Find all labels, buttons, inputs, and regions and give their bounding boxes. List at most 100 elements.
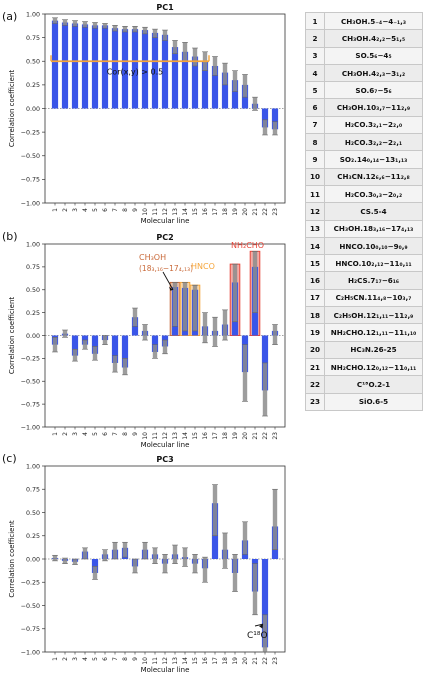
line-label: HC₃N.26-25 — [324, 340, 423, 359]
line-label: C₂H₅OH.12₁,₁₁−11₂,₉ — [324, 306, 423, 325]
y-axis-label: Correlation coefficient — [8, 70, 16, 148]
line-number: 18 — [305, 306, 325, 325]
table-row: 17 C₂H₅CN.11₄,₈−10₃,₇ — [305, 288, 423, 308]
annotation-c18o: C¹⁸O — [247, 631, 268, 641]
table-row: 19 NH₂CHO.12₁,₁₁−11₁,₁₀ — [305, 323, 423, 342]
panel-label: (b) — [2, 230, 18, 243]
x-tick-label: 8 — [122, 657, 129, 661]
line-number: 10 — [305, 167, 325, 186]
x-tick-label: 22 — [262, 432, 269, 440]
x-tick-label: 12 — [162, 208, 169, 216]
y-tick-label: −0.50 — [21, 153, 40, 160]
y-tick-label: 0.25 — [26, 310, 40, 317]
threshold-annotation: Cor(x,y) > 0.5 — [107, 67, 164, 76]
x-tick-label: 3 — [72, 657, 79, 661]
error-bar — [72, 20, 78, 27]
error-bar — [142, 27, 148, 34]
error-bar — [82, 340, 88, 350]
x-tick-label: 10 — [142, 657, 149, 665]
x-tick-label: 22 — [262, 208, 269, 216]
table-row: 6 CH₃OH.10₃,₇−11₂,₉ — [305, 98, 423, 117]
x-tick-label: 16 — [202, 432, 209, 440]
annotation-nh2cho: NH₂CHO — [231, 241, 264, 250]
error-bar — [122, 542, 128, 558]
y-tick-label: 1.00 — [26, 463, 40, 470]
table-row: 14 HNCO.10₀,₁₀−9₀,₉ — [305, 236, 423, 256]
x-tick-label: 21 — [252, 208, 259, 216]
x-tick-label: 7 — [112, 657, 119, 661]
error-bar — [272, 489, 278, 550]
error-bar — [172, 545, 178, 564]
error-bar — [82, 547, 88, 559]
x-tick-label: 1 — [52, 657, 59, 661]
error-bar — [62, 19, 68, 26]
error-bar — [82, 21, 88, 28]
x-tick-label: 18 — [222, 208, 229, 216]
line-number: 7 — [305, 115, 325, 135]
line-label: NH₂CHO.12₁,₁₁−11₁,₁₀ — [324, 323, 423, 342]
table-row: 13 CH₃OH.18₃,₁₆−17₄,₁₃ — [305, 219, 423, 238]
error-bar — [132, 308, 138, 327]
y-tick-label: −0.25 — [21, 580, 40, 587]
x-tick-label: 14 — [182, 657, 189, 665]
error-bar — [272, 324, 278, 345]
table-row: 23 SiO.6-5 — [305, 392, 423, 411]
table-row: 10 CH₃CN.12₆,₆−11₂,₈ — [305, 167, 423, 186]
line-label: H₂CO.3₂,₁−2₂,₀ — [324, 115, 423, 135]
table-row: 21 NH₂CHO.12₀,₁₂−11₀,₁₁ — [305, 357, 423, 377]
x-tick-label: 23 — [272, 432, 279, 440]
bar — [61, 22, 69, 109]
table-row: 18 C₂H₅OH.12₁,₁₁−11₂,₉ — [305, 306, 423, 325]
x-tick-label: 15 — [192, 208, 199, 216]
y-tick-label: −0.25 — [21, 356, 40, 363]
bar — [261, 559, 269, 648]
y-tick-label: −0.50 — [21, 379, 40, 386]
chart-panel-3: (c) PC3 1.00 0.75 0.50 0.25 0.00 −0.25 −0.50 −0.7… — [2, 452, 286, 674]
error-bar — [222, 63, 228, 85]
y-tick-label: 0.25 — [26, 82, 40, 89]
x-tick-label: 4 — [82, 208, 89, 212]
line-label: CH₃OH.4₂,₃−3₁,₂ — [324, 63, 423, 83]
line-number: 15 — [305, 254, 325, 273]
x-tick-label: 19 — [232, 657, 239, 665]
x-tick-label: 4 — [82, 657, 89, 661]
line-label: SO₂.14₀,₁₄−13₁,₁₃ — [324, 150, 423, 169]
error-bar — [232, 264, 238, 322]
bar — [121, 29, 129, 109]
error-bar — [182, 42, 188, 62]
line-label: C₂H₅CN.11₄,₈−10₃,₇ — [324, 288, 423, 308]
line-label: HNCO.10₀,₁₀−9₀,₉ — [324, 236, 423, 256]
bar — [51, 20, 59, 109]
bar — [91, 335, 99, 354]
error-bar — [192, 285, 198, 331]
line-label: HNCO.10₂,₁₂−11₀,₁₁ — [324, 254, 423, 273]
bar — [161, 34, 169, 109]
x-tick-label: 19 — [232, 432, 239, 440]
table-row: 12 CS.5-4 — [305, 202, 423, 221]
error-bar — [62, 330, 68, 338]
bar — [211, 65, 219, 109]
error-bar — [272, 121, 278, 135]
y-tick-label: 0.50 — [26, 59, 40, 66]
y-tick-label: 0.50 — [26, 287, 40, 294]
x-tick-label: 6 — [102, 432, 109, 436]
x-tick-label: 21 — [252, 432, 259, 440]
line-number: 9 — [305, 150, 325, 169]
table-row: 2 CH₃OH.4₂,₂−5₁,₅ — [305, 29, 423, 48]
error-bar — [52, 555, 58, 561]
x-tick-label: 18 — [222, 657, 229, 665]
x-tick-label: 13 — [172, 432, 179, 440]
x-tick-label: 10 — [142, 208, 149, 216]
annotation-ch3oh-transition: (18₃,₁₆−17₄,₁₃) — [139, 264, 193, 273]
bar — [151, 335, 159, 352]
error-bar — [232, 70, 238, 92]
error-bar — [182, 282, 188, 331]
x-tick-label: 17 — [212, 208, 219, 216]
error-bar — [142, 542, 148, 559]
error-bar — [252, 97, 258, 111]
line-label: H₂CO.3₂,₂−2₂,₁ — [324, 133, 423, 152]
error-bar — [112, 542, 118, 559]
error-bar — [92, 22, 98, 29]
table-row: 16 H₂CS.7₁₇−6₁₆ — [305, 271, 423, 290]
